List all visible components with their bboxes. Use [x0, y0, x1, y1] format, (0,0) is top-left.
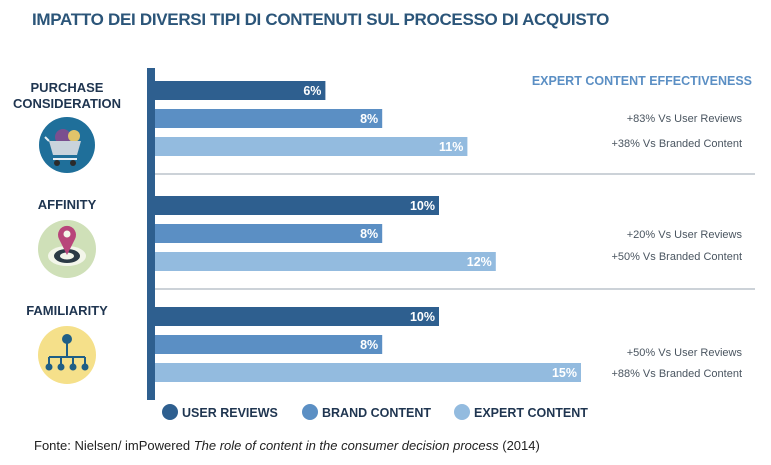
category-label: FAMILIARITY [26, 303, 108, 318]
icon-wheel [54, 160, 60, 166]
bar-expert-content-2 [155, 252, 496, 271]
effectiveness-note: +50% Vs Branded Content [611, 251, 742, 263]
icon-node [57, 363, 65, 371]
bar-expert-content-1 [155, 137, 468, 156]
legend-swatch-2 [302, 404, 318, 420]
chart-title: IMPATTO DEI DIVERSI TIPI DI CONTENUTI SU… [32, 10, 610, 29]
icon-pin [57, 225, 76, 255]
icon-node [81, 363, 89, 371]
icon-cart-handle [44, 136, 50, 142]
category-axis [147, 68, 155, 400]
data-label: 6% [303, 84, 321, 98]
data-label: 12% [467, 255, 492, 269]
effectiveness-note: +88% Vs Branded Content [611, 368, 742, 380]
bar-brand-content-3 [155, 335, 383, 354]
icon-node [45, 363, 53, 371]
legend-swatch-1 [162, 404, 178, 420]
data-label: 10% [410, 310, 435, 324]
source-prefix: Fonte: Nielsen/ imPowered [34, 438, 194, 453]
bar-brand-content-2 [155, 224, 383, 243]
source-title: The role of content in the consumer deci… [193, 438, 499, 453]
bar-expert-content-3 [155, 363, 581, 382]
legend-label: USER REVIEWS [182, 406, 278, 420]
bar-user-reviews-1 [155, 81, 326, 100]
effectiveness-note: +20% Vs User Reviews [627, 229, 743, 241]
effectiveness-note: +38% Vs Branded Content [611, 138, 742, 150]
data-label: 15% [552, 366, 577, 380]
bar-chart: EXPERT CONTENT EFFECTIVENESS 6% 8% 11% 10% 8%… [13, 68, 755, 420]
effectiveness-title: EXPERT CONTENT EFFECTIVENESS [532, 74, 752, 88]
source-note: Fonte: Nielsen/ imPowered The role of co… [34, 438, 540, 453]
legend-label: BRAND CONTENT [322, 406, 431, 420]
icon-pin-hole [63, 230, 71, 238]
category-label: PURCHASE [31, 80, 104, 95]
effectiveness-note: +83% Vs User Reviews [627, 113, 743, 125]
effectiveness-note: +50% Vs User Reviews [627, 347, 743, 359]
data-label: 10% [410, 199, 435, 213]
shopping-cart-icon [39, 117, 95, 173]
bar-user-reviews-3 [155, 307, 439, 326]
icon-node-root [62, 334, 72, 344]
network-hierarchy-icon [38, 326, 96, 384]
bar-user-reviews-2 [155, 196, 439, 215]
icon-cart-basket [49, 141, 81, 155]
category-label: AFFINITY [38, 197, 97, 212]
icon-node [69, 363, 77, 371]
legend-swatch-3 [454, 404, 470, 420]
legend-label: EXPERT CONTENT [474, 406, 588, 420]
data-label: 8% [360, 227, 378, 241]
bar-brand-content-1 [155, 109, 383, 128]
map-pin-target-icon [38, 220, 96, 278]
data-label: 8% [360, 338, 378, 352]
source-suffix: (2014) [498, 438, 540, 453]
data-label: 8% [360, 112, 378, 126]
category-label: CONSIDERATION [13, 96, 121, 111]
icon-target-inner [60, 252, 74, 260]
data-label: 11% [439, 140, 463, 154]
icon-item [68, 130, 80, 142]
icon-wheel [70, 160, 76, 166]
